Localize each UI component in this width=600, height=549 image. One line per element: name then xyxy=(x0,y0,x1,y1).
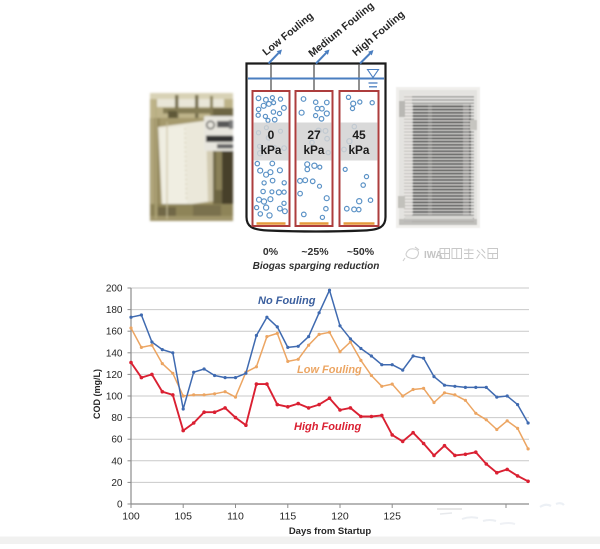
svg-text:0%: 0% xyxy=(263,246,279,258)
svg-text:kPa: kPa xyxy=(349,143,370,157)
svg-text:~25%: ~25% xyxy=(301,246,329,258)
svg-text:120: 120 xyxy=(106,370,123,381)
svg-text:40: 40 xyxy=(111,456,123,467)
svg-text:100: 100 xyxy=(122,511,140,523)
svg-text:100: 100 xyxy=(106,392,123,403)
svg-text:Biogas sparging reduction: Biogas sparging reduction xyxy=(253,261,380,272)
svg-text:180: 180 xyxy=(106,305,123,316)
svg-text:115: 115 xyxy=(279,511,296,523)
svg-text:200: 200 xyxy=(106,284,123,295)
svg-text:High Fouling: High Fouling xyxy=(294,421,361,433)
svg-text:kPa: kPa xyxy=(304,143,325,157)
svg-text:0: 0 xyxy=(117,500,123,511)
svg-text:~50%: ~50% xyxy=(347,246,375,258)
svg-text:COD (mg/L): COD (mg/L) xyxy=(92,369,102,419)
svg-text:0: 0 xyxy=(268,128,275,142)
svg-text:80: 80 xyxy=(111,413,123,424)
svg-text:Low Fouling: Low Fouling xyxy=(297,364,362,376)
svg-text:No Fouling: No Fouling xyxy=(258,295,316,307)
svg-text:120: 120 xyxy=(331,511,349,523)
svg-text:Days from Startup: Days from Startup xyxy=(289,526,372,537)
svg-text:20: 20 xyxy=(111,478,123,489)
svg-text:60: 60 xyxy=(111,435,123,446)
svg-text:IWA: IWA xyxy=(424,250,443,261)
svg-text:110: 110 xyxy=(227,511,244,523)
svg-text:27: 27 xyxy=(307,128,321,142)
svg-text:140: 140 xyxy=(106,348,123,359)
svg-text:160: 160 xyxy=(106,327,123,338)
svg-text:105: 105 xyxy=(174,511,192,523)
svg-text:kPa: kPa xyxy=(261,143,282,157)
svg-text:125: 125 xyxy=(383,511,401,523)
svg-text:45: 45 xyxy=(352,128,366,142)
